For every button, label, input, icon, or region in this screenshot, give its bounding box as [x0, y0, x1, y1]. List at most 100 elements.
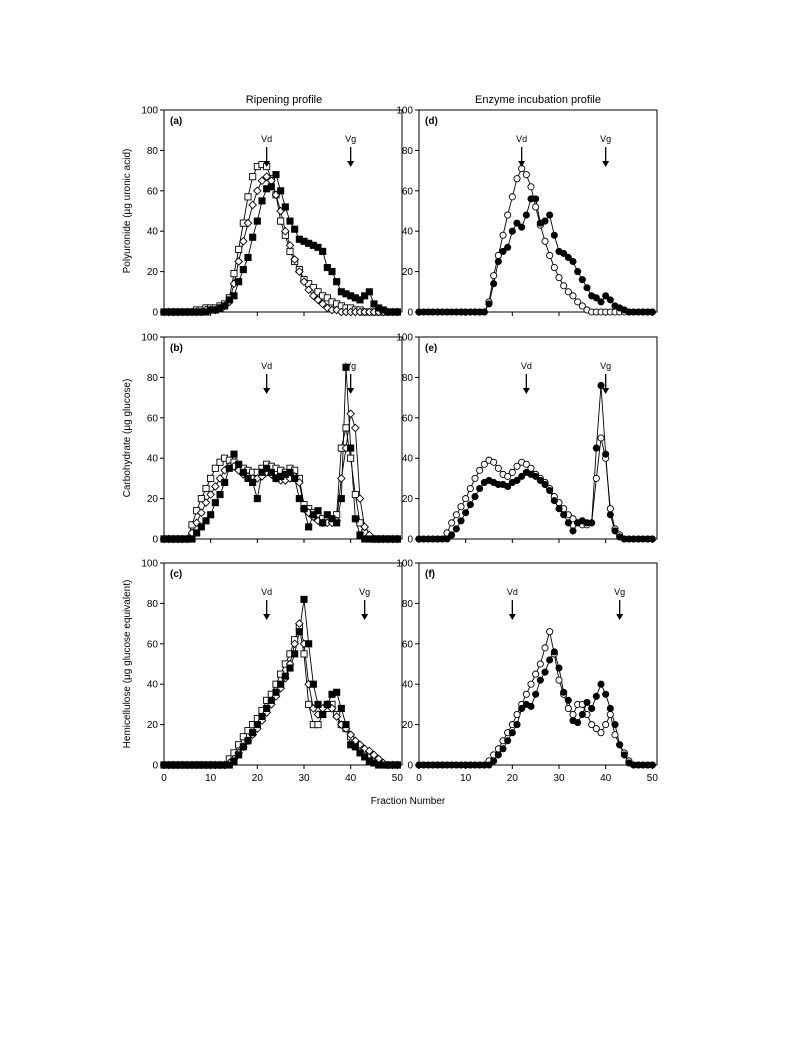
series-0-square-open — [164, 164, 398, 313]
data-point — [513, 476, 521, 484]
data-point — [356, 519, 364, 527]
plot-frame — [418, 109, 658, 313]
data-point — [494, 751, 502, 759]
vg-arrow-head — [361, 614, 369, 620]
data-point — [513, 721, 521, 729]
vg-arrow-head — [602, 161, 610, 167]
data-point — [253, 495, 261, 503]
data-point — [235, 751, 243, 759]
x-tick-label: 50 — [647, 773, 659, 784]
data-point — [560, 688, 568, 696]
data-point — [532, 195, 540, 203]
data-point — [490, 280, 498, 288]
data-point — [323, 511, 331, 519]
vd-label: Vd — [507, 587, 518, 597]
data-point — [319, 247, 327, 255]
vd-label: Vd — [261, 587, 272, 597]
data-point — [342, 363, 350, 371]
y-tick-label: 80 — [147, 146, 159, 157]
data-point — [243, 218, 253, 228]
y-tick-label: 20 — [402, 267, 414, 278]
vd-arrow-head — [263, 161, 271, 167]
data-point — [258, 712, 266, 721]
data-point — [351, 491, 359, 499]
data-point — [592, 725, 600, 733]
data-point — [494, 464, 502, 472]
data-point — [295, 495, 303, 503]
data-point — [309, 680, 317, 688]
data-point — [249, 478, 257, 486]
y-tick-label: 60 — [147, 639, 159, 650]
data-point — [314, 700, 322, 708]
x-tick-label: 30 — [298, 773, 310, 784]
series-1-diamond-open — [164, 176, 398, 313]
data-point — [592, 444, 600, 452]
data-point — [286, 217, 294, 225]
data-point — [333, 519, 341, 527]
data-point — [606, 505, 614, 513]
data-point — [355, 494, 365, 503]
data-point — [555, 676, 563, 684]
data-point — [513, 175, 521, 183]
data-point — [210, 482, 220, 491]
y-tick-label: 60 — [402, 186, 414, 197]
data-point — [369, 750, 379, 760]
data-point — [221, 478, 229, 486]
data-point — [560, 511, 568, 519]
vd-arrow-head — [518, 161, 526, 167]
data-point — [620, 751, 628, 759]
data-point — [286, 664, 294, 672]
data-point — [448, 519, 456, 527]
data-point — [244, 193, 252, 201]
data-point — [393, 308, 401, 316]
y-tick-label: 100 — [141, 333, 158, 344]
vd-label: Vd — [516, 134, 527, 144]
vg-arrow-head — [347, 161, 355, 167]
chart-panel-e: 0 20 40 60 80 100 (e) Vd Vg — [396, 333, 658, 546]
x-tick-label: 10 — [205, 773, 217, 784]
data-point — [351, 515, 359, 523]
data-point — [490, 272, 498, 280]
vg-label: Vg — [614, 587, 625, 597]
x-tick-label: 40 — [345, 773, 357, 784]
data-point — [277, 680, 285, 688]
data-point — [239, 468, 247, 476]
y-tick-label: 80 — [402, 373, 414, 384]
x-axis-title: Fraction Number — [371, 796, 446, 807]
data-point — [333, 278, 341, 286]
data-point — [272, 171, 280, 179]
data-point — [536, 476, 544, 484]
vd-arrow-head — [263, 388, 271, 394]
plot-frame — [163, 109, 403, 313]
vg-arrow-head — [347, 388, 355, 394]
vg-arrow-head — [602, 388, 610, 394]
column-title-enzyme: Enzyme incubation profile — [475, 94, 601, 106]
data-point — [258, 197, 266, 205]
data-point — [550, 648, 558, 656]
data-point — [193, 529, 201, 537]
data-point — [305, 640, 313, 648]
data-point — [546, 656, 554, 664]
data-point — [267, 696, 275, 704]
data-point — [597, 729, 605, 737]
data-point — [267, 183, 275, 191]
data-point — [197, 495, 205, 503]
data-point — [304, 285, 314, 295]
series-line — [419, 198, 653, 313]
y-tick-label: 60 — [147, 413, 159, 424]
series-1-markers — [415, 195, 656, 316]
x-tick-label: 20 — [507, 773, 519, 784]
data-point — [244, 737, 252, 745]
chart-panel-d: 0 20 40 60 80 100 (d) Vd Vg — [396, 106, 658, 319]
data-point — [207, 474, 215, 482]
data-point — [290, 639, 300, 649]
data-point — [239, 743, 247, 751]
data-point — [569, 292, 577, 300]
data-point — [574, 298, 582, 306]
data-point — [336, 474, 346, 483]
x-tick-label: 0 — [416, 773, 422, 784]
data-point — [263, 464, 271, 472]
data-point — [550, 264, 558, 272]
data-point — [249, 173, 257, 181]
y-tick-label: 20 — [147, 494, 159, 505]
